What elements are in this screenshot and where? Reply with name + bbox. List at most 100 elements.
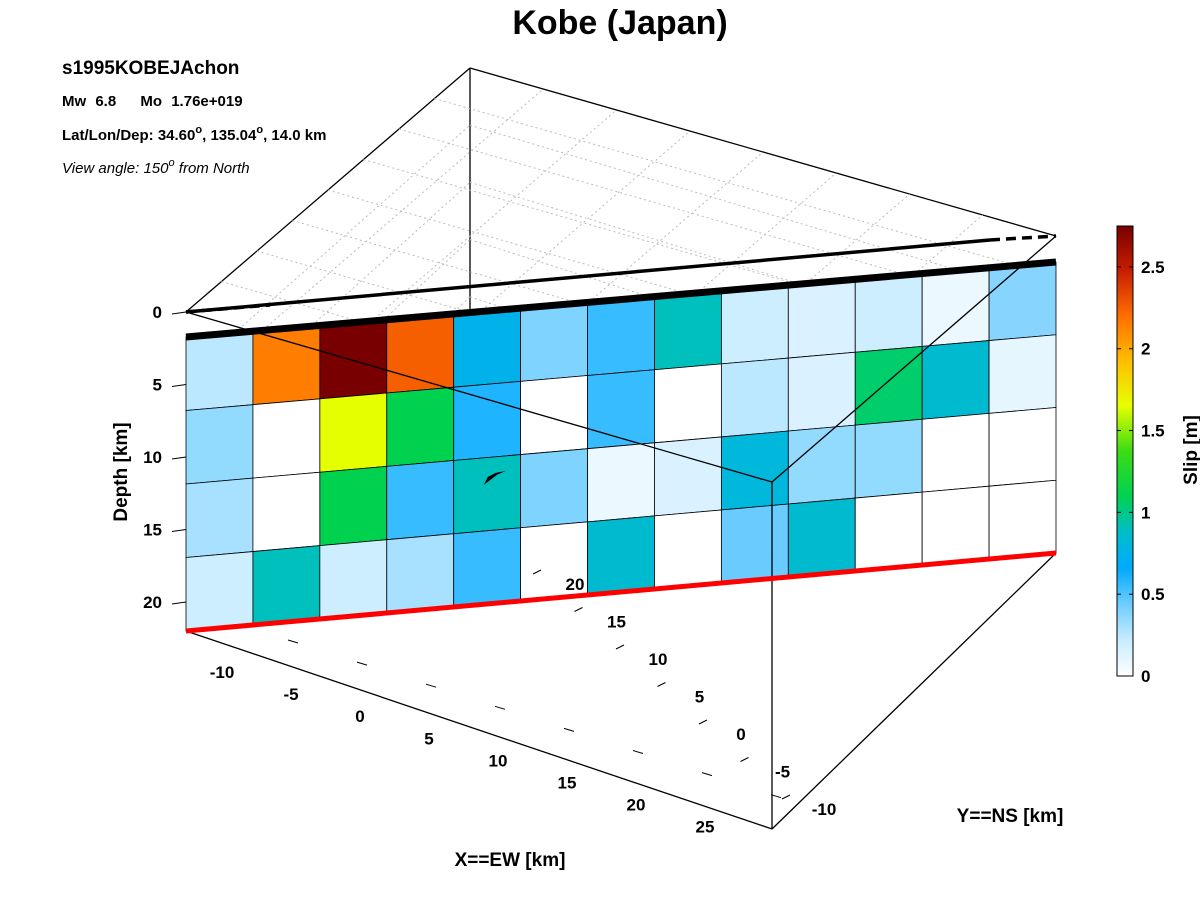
lon-value: 135.04 [210, 127, 257, 144]
y-tick-label: 15 [607, 613, 626, 632]
fault-surface-trace [185, 238, 991, 314]
y-tick-mark [657, 682, 666, 687]
slip-patch [185, 330, 254, 411]
colorbar-tick-label: 0 [1141, 667, 1150, 686]
slip-patch [988, 407, 1057, 487]
y-tick-label: -5 [775, 763, 790, 782]
fault-bottom-edge [185, 550, 1057, 634]
location-prefix: Lat/Lon/Dep: [62, 127, 158, 144]
lat-value: 34.60 [158, 127, 196, 144]
slip-patch [921, 340, 990, 420]
hypocenter-marker [483, 470, 506, 485]
slip-patch [587, 515, 655, 596]
slip-patch [587, 296, 655, 376]
fault-surface-trace-dash [185, 303, 271, 314]
slip-patch [520, 301, 588, 382]
x-tick-label: 20 [627, 796, 646, 815]
x-tick-label: -5 [283, 685, 298, 704]
slip-patch [988, 479, 1057, 560]
z-tick-label: 5 [153, 376, 162, 395]
box-edge [185, 630, 773, 830]
slip-patch [453, 527, 522, 608]
y-tick-label: 20 [566, 575, 585, 594]
slip-patch [587, 442, 655, 523]
grid-line [363, 159, 950, 329]
lat-degree: o [195, 124, 202, 136]
x-axis-label: X==EW [km] [455, 850, 566, 871]
x-tick-mark [425, 683, 437, 688]
x-tick-label: 10 [489, 751, 508, 770]
y-tick-mark [574, 607, 583, 612]
z-tick-mark [171, 529, 187, 532]
y-tick-label: 5 [695, 688, 704, 707]
x-tick-label: 15 [558, 774, 577, 793]
view-prefix: View angle: 150 [62, 160, 169, 177]
grid-line [434, 98, 1021, 268]
colorbar: 0 0.5 1 1.5 2 2.5 [1116, 225, 1165, 686]
x-tick-mark [563, 727, 575, 732]
colorbar-tick-label: 1 [1141, 503, 1150, 522]
x-tick-mark [356, 661, 368, 666]
magnitude-line: Mw 6.8 Mo 1.76e+019 [62, 93, 243, 110]
depth-suffix: , 14.0 km [263, 127, 326, 144]
slip-patch [319, 392, 388, 473]
slip-patch [252, 471, 321, 552]
mo-value: 1.76e+019 [171, 93, 242, 110]
view-degree: o [168, 157, 174, 169]
slip-patch [386, 460, 455, 541]
slip-patch [921, 485, 990, 566]
y-tick-mark [781, 794, 791, 800]
y-tick-mark [532, 569, 542, 575]
view-angle-line: View angle: 150o from North [62, 157, 250, 177]
y-tick-label: -10 [812, 800, 837, 819]
slip-patch [988, 334, 1057, 414]
event-id: s1995KOBEJAchon [62, 58, 239, 79]
slip-patch [921, 267, 990, 347]
z-tick-label: 10 [143, 448, 162, 467]
slip-patch [319, 465, 388, 547]
slip-patch [520, 375, 588, 456]
slip-patch [386, 533, 455, 614]
grid-line [469, 124, 1057, 300]
z-tick-label: 20 [143, 593, 162, 612]
slip-patch [921, 412, 990, 493]
slip-patch [654, 436, 722, 517]
slip-patch [453, 454, 522, 535]
slip-patch [587, 369, 655, 450]
colorbar-tick-label: 1.5 [1141, 422, 1165, 441]
y-tick-mark [740, 757, 749, 762]
slip-patch [720, 357, 789, 438]
slip-patch [720, 284, 789, 365]
box-edge [185, 311, 773, 483]
colorbar-tick-label: 2 [1141, 340, 1150, 359]
x-tick-label: 25 [696, 818, 715, 837]
colorbar-label: Slip [m] [1181, 415, 1200, 485]
mw-value: 6.8 [95, 93, 116, 110]
slip-patch [854, 418, 923, 499]
colorbar-tick-label: 2.5 [1141, 258, 1165, 277]
x-tick-mark [770, 794, 782, 799]
slip-patch [720, 503, 789, 584]
fault-top-edge [185, 258, 1057, 341]
grid-line [185, 124, 471, 377]
axis-ticks: 0 5 10 15 20 -10 -5 0 5 10 15 20 25 -10 -5 0 5 10 15 20 [143, 303, 836, 837]
slip-patch [787, 497, 856, 578]
slip-patch [787, 424, 856, 505]
slip-patch [520, 448, 588, 529]
x-tick-mark [701, 772, 713, 777]
slip-patch [654, 363, 722, 444]
box-edge [771, 552, 1057, 830]
slip-patch [654, 290, 722, 371]
slip-patch [854, 273, 923, 353]
view-suffix: from North [175, 160, 250, 177]
grid-line [185, 182, 471, 440]
z-tick-label: 0 [153, 303, 162, 322]
slip-patch [453, 307, 522, 388]
slip-patch [252, 325, 321, 406]
axes-box-front [185, 235, 1057, 830]
slip-patch [185, 477, 254, 558]
colorbar-tick-label: 0.5 [1141, 585, 1165, 604]
slip-patch [185, 551, 254, 632]
grid-line [292, 220, 879, 391]
